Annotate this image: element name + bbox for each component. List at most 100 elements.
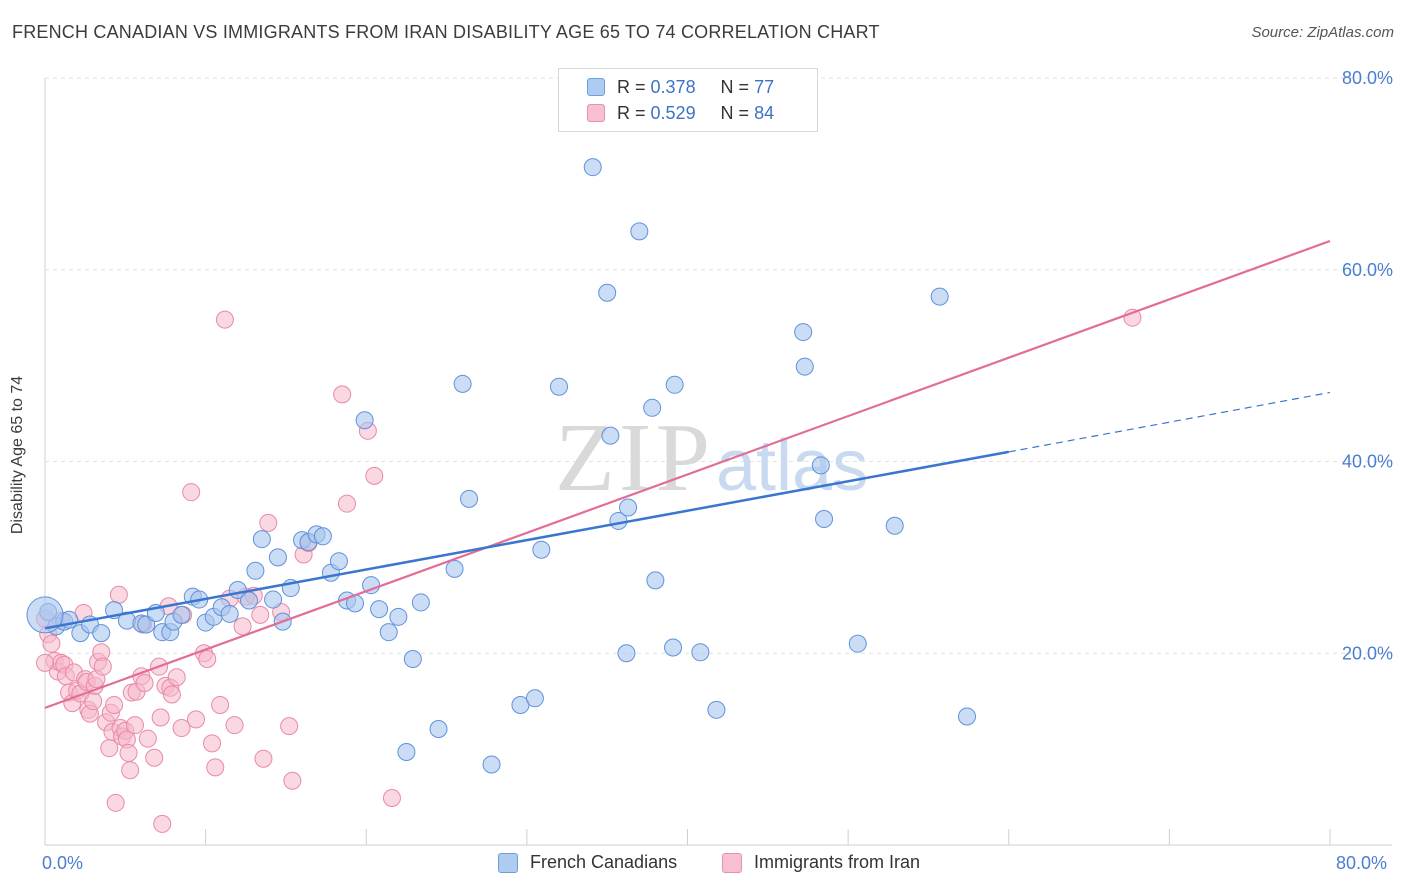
legend-item-french-canadians: French Canadians bbox=[498, 852, 677, 873]
legend-r-label: R = bbox=[617, 102, 646, 123]
data-point-french-canadian bbox=[794, 323, 813, 342]
data-point-iran bbox=[151, 708, 170, 727]
data-point-french-canadian bbox=[815, 510, 834, 529]
data-point-iran bbox=[167, 668, 186, 687]
data-point-iran bbox=[382, 789, 401, 808]
data-point-french-canadian bbox=[429, 719, 448, 738]
trend-line-french-canadian bbox=[44, 450, 1009, 630]
series-legend: French Canadians Immigrants from Iran bbox=[0, 850, 1406, 878]
data-point-french-canadian bbox=[172, 605, 191, 624]
series-iran-points bbox=[36, 308, 1142, 833]
data-point-iran bbox=[93, 657, 112, 676]
data-point-french-canadian bbox=[137, 615, 156, 634]
data-point-french-canadian bbox=[811, 456, 830, 475]
legend-label-iran: Immigrants from Iran bbox=[754, 852, 921, 872]
y-tick-labels: 20.0% 40.0% 60.0% 80.0% bbox=[1342, 68, 1393, 663]
data-point-french-canadian bbox=[264, 590, 283, 609]
data-point-french-canadian bbox=[220, 604, 239, 623]
legend-n-value: 77 bbox=[754, 76, 775, 97]
data-point-iran bbox=[109, 585, 128, 604]
y-tick-label: 20.0% bbox=[1342, 643, 1393, 663]
data-point-french-canadian bbox=[403, 650, 422, 669]
trend-line-french-canadian-extension bbox=[1008, 391, 1331, 453]
data-point-iran bbox=[125, 716, 144, 735]
data-point-french-canadian bbox=[397, 743, 416, 762]
data-point-french-canadian bbox=[525, 689, 544, 708]
watermark: ZIP atlas bbox=[555, 404, 868, 512]
data-point-french-canadian bbox=[630, 222, 649, 241]
data-point-iran bbox=[254, 749, 273, 768]
data-point-french-canadian bbox=[550, 377, 568, 396]
series-french-canadian-points bbox=[26, 158, 976, 774]
data-point-iran bbox=[259, 513, 278, 532]
data-point-french-canadian bbox=[268, 548, 287, 567]
data-point-french-canadian bbox=[665, 375, 684, 394]
correlation-legend: R = 0.378 N = 77 R = 0.529 N = 84 bbox=[558, 68, 818, 132]
legend-label-french-canadians: French Canadians bbox=[530, 852, 678, 872]
data-point-iran bbox=[283, 771, 302, 790]
legend-n-label: N = bbox=[720, 102, 750, 123]
data-point-french-canadian bbox=[329, 552, 348, 571]
data-point-iran bbox=[251, 605, 270, 624]
y-axis-label: Disability Age 65 to 74 bbox=[9, 375, 26, 535]
data-point-iran bbox=[121, 761, 140, 780]
data-point-french-canadian bbox=[707, 700, 726, 719]
data-point-french-canadian bbox=[601, 426, 620, 445]
data-point-french-canadian bbox=[848, 634, 867, 653]
legend-r-value: 0.378 bbox=[650, 76, 696, 97]
data-point-french-canadian bbox=[664, 638, 683, 657]
legend-item-iran: Immigrants from Iran bbox=[722, 852, 920, 873]
data-point-iran bbox=[337, 494, 356, 513]
data-point-iran bbox=[280, 717, 299, 736]
legend-swatch-pink bbox=[722, 852, 742, 873]
data-point-french-canadian bbox=[453, 374, 472, 393]
x-tick-min: 0.0% bbox=[42, 853, 84, 873]
data-point-iran bbox=[135, 673, 154, 692]
data-point-iran bbox=[333, 385, 352, 404]
data-point-french-canadian bbox=[92, 624, 111, 643]
data-point-iran bbox=[106, 793, 125, 812]
legend-row-french-canadians: R = 0.378 N = 77 bbox=[587, 75, 774, 99]
data-point-french-canadian bbox=[643, 398, 662, 417]
data-point-french-canadian bbox=[957, 707, 976, 726]
data-point-french-canadian bbox=[370, 600, 389, 619]
data-point-iran bbox=[206, 758, 225, 777]
data-point-french-canadian bbox=[617, 644, 636, 663]
y-tick-label: 80.0% bbox=[1342, 68, 1393, 88]
data-point-french-canadian bbox=[239, 591, 258, 610]
data-point-french-canadian bbox=[930, 287, 949, 306]
data-point-french-canadian bbox=[252, 530, 271, 549]
legend-swatch-blue bbox=[498, 852, 518, 873]
data-point-french-canadian bbox=[445, 559, 464, 578]
data-point-iran bbox=[105, 696, 124, 715]
data-point-french-canadian bbox=[482, 755, 501, 774]
data-point-iran bbox=[233, 617, 252, 636]
data-point-french-canadian bbox=[313, 527, 332, 546]
data-point-iran bbox=[138, 729, 157, 748]
legend-n-value: 84 bbox=[754, 102, 775, 123]
data-point-french-canadian bbox=[379, 623, 398, 642]
watermark-atlas: atlas bbox=[716, 426, 868, 506]
data-point-french-canadian bbox=[411, 593, 430, 612]
legend-row-iran: R = 0.529 N = 84 bbox=[587, 101, 774, 125]
data-point-iran bbox=[119, 743, 138, 762]
data-point-iran bbox=[198, 650, 217, 669]
chart-title: FRENCH CANADIAN VS IMMIGRANTS FROM IRAN … bbox=[12, 22, 880, 42]
data-point-iran bbox=[182, 483, 201, 502]
data-point-iran bbox=[211, 696, 230, 715]
data-point-french-canadian bbox=[246, 561, 265, 580]
x-tick-max: 80.0% bbox=[1336, 853, 1388, 873]
legend-n-label: N = bbox=[720, 76, 750, 97]
data-point-iran bbox=[162, 685, 181, 704]
y-tick-label: 60.0% bbox=[1342, 260, 1393, 280]
data-point-french-canadian bbox=[583, 158, 602, 177]
data-point-iran bbox=[36, 653, 54, 672]
legend-swatch-pink bbox=[587, 104, 605, 122]
data-point-iran bbox=[145, 748, 164, 767]
data-point-french-canadian bbox=[26, 596, 64, 634]
data-point-iran bbox=[365, 466, 384, 485]
data-point-french-canadian bbox=[389, 607, 408, 626]
data-point-french-canadian bbox=[619, 498, 638, 517]
data-point-iran bbox=[153, 814, 172, 833]
